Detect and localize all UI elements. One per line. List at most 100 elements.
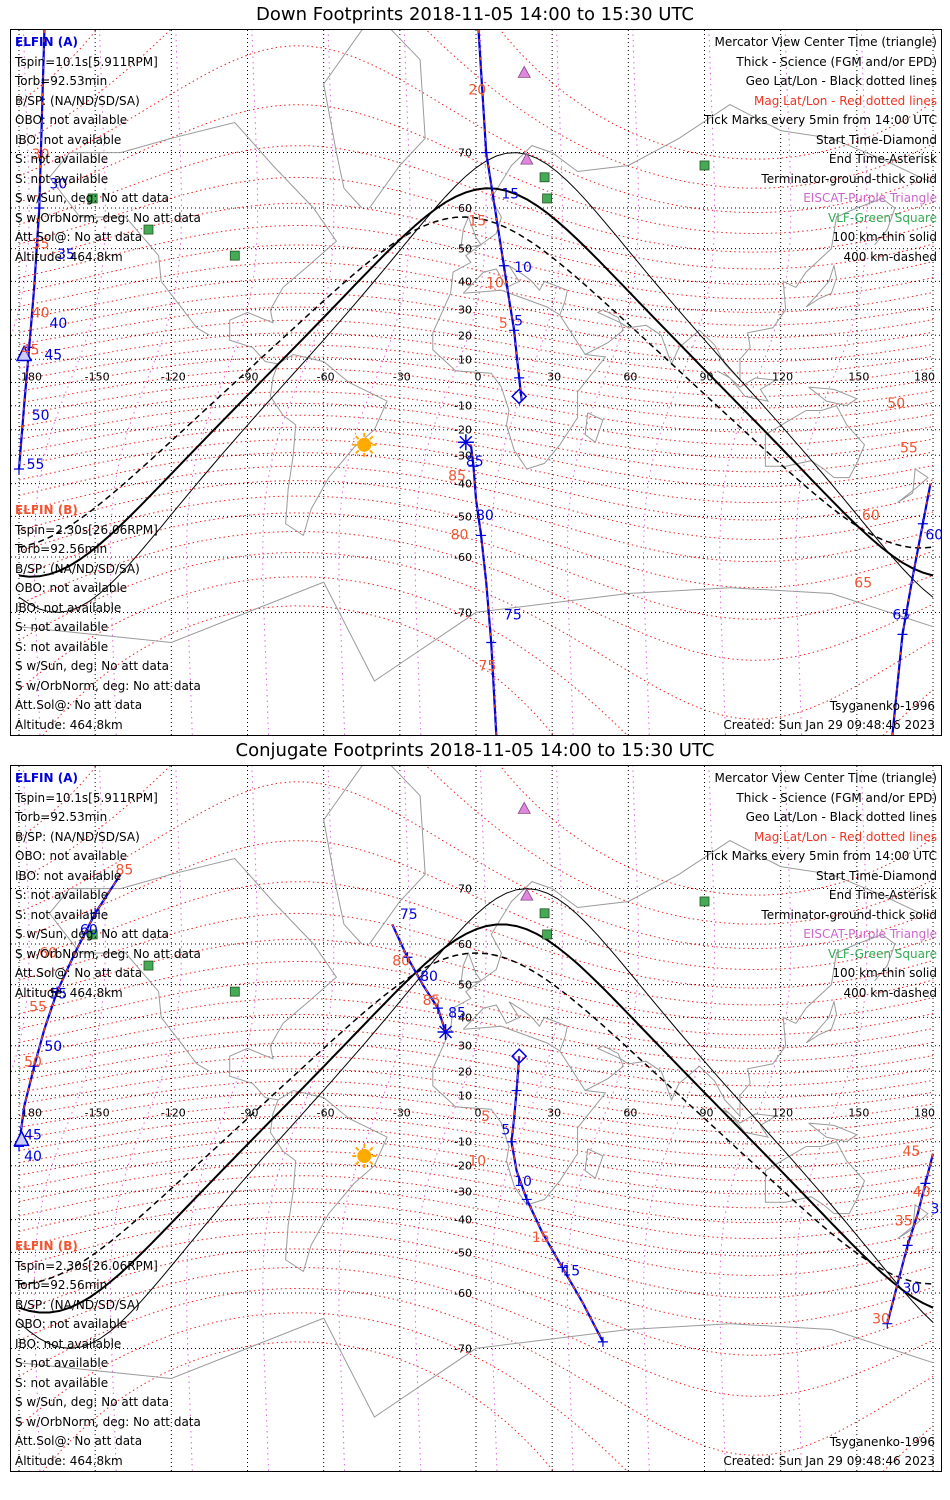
lat-tick-label: 20 xyxy=(458,1065,472,1078)
legend-item: Tick Marks every 5min from 14:00 UTC xyxy=(703,849,937,863)
orbit-time-label: 35 xyxy=(930,1202,941,1218)
legend-item: Geo Lat/Lon - Black dotted lines xyxy=(745,810,937,824)
info-line: Att.Sol@: No att data xyxy=(15,230,143,244)
lon-tick-label: -90 xyxy=(241,1107,259,1120)
track-tick-mark xyxy=(14,464,24,475)
lat-tick-label: -50 xyxy=(454,1246,472,1259)
mag-lat-line xyxy=(18,1028,934,1087)
info-line: Torb=92.56min xyxy=(15,1278,108,1292)
mag-lon-line xyxy=(490,766,563,1471)
mag-lat-line xyxy=(18,368,934,421)
mag-lat-line xyxy=(18,1248,934,1356)
vlf-station-square xyxy=(542,929,552,940)
down-footprints-map: 180 -150 -120 -90 -60 -30 0 30 60 90 120 150 180 -70 -… xyxy=(11,30,941,735)
eiscat-station-triangle xyxy=(520,152,534,165)
info-line: B/SP: (NA/ND/SD/SA) xyxy=(15,561,140,576)
info-line: B/SP: (NA/ND/SD/SA) xyxy=(15,829,140,844)
coastline xyxy=(432,289,607,470)
orbit-time-label: 55 xyxy=(49,986,67,1002)
info-line: Altitude: 464.8km xyxy=(15,717,123,732)
mag-lat-line xyxy=(18,1266,934,1397)
down-footprints-panel: 180 -150 -120 -90 -60 -30 0 30 60 90 120 150 180 -70 -… xyxy=(10,29,942,736)
legend-item: VLF-Green Square xyxy=(828,210,937,225)
sun-ray xyxy=(369,1146,374,1152)
info-line: S w/OrbNorm, deg: No att data xyxy=(15,1414,201,1429)
coastline xyxy=(808,1122,858,1143)
lat-tick-label: -70 xyxy=(454,1342,472,1355)
coastline xyxy=(462,1001,568,1052)
info-line: Torb=92.56min xyxy=(15,542,108,556)
info-line: Tspin=10.1s[5.911RPM] xyxy=(15,790,158,805)
info-line: Torb=92.53min xyxy=(15,810,108,824)
info-line: S: not available xyxy=(15,171,109,186)
orbit-time-label: 75 xyxy=(479,658,497,674)
track-tick-mark xyxy=(24,342,35,353)
mag-lon-line xyxy=(33,30,106,735)
track-tick-mark xyxy=(897,629,908,640)
footprint-track-mag xyxy=(391,924,446,1033)
orbit-time-label: 40 xyxy=(32,306,50,322)
vlf-station-square xyxy=(143,960,154,971)
orbit-time-label: 45 xyxy=(22,343,40,359)
vlf-station-square xyxy=(542,193,552,204)
end-time-asterisk xyxy=(457,434,474,451)
vlf-station-square xyxy=(87,193,98,204)
track-tick-mark xyxy=(481,147,492,158)
terminator-100km-line xyxy=(18,152,934,613)
orbit-time-label: 40 xyxy=(24,1149,42,1165)
orbit-time-label: 65 xyxy=(854,576,872,592)
legend-item: Mag Lat/Lon - Red dotted lines xyxy=(753,93,937,108)
orbit-time-label: 40 xyxy=(49,316,67,332)
info-line: OBO: not available xyxy=(15,1317,128,1331)
footprint-track-mag xyxy=(510,1056,604,1343)
lon-tick-label: -150 xyxy=(85,371,110,384)
orbit-time-label: 60 xyxy=(80,922,98,938)
conjugate-footprints-panel: 180 -150 -120 -90 -60 -30 0 30 60 90 120 150 180 -70 -… xyxy=(10,765,942,1472)
terminator-400km-line xyxy=(18,952,934,1285)
track-tick-mark xyxy=(34,202,45,213)
track-tick-mark xyxy=(476,530,487,541)
mag-lat-line xyxy=(18,997,934,1062)
orbit-time-label: 20 xyxy=(468,83,486,99)
legend-item: Terminator-ground-thick solid xyxy=(761,907,937,922)
info-line: IBO: not available xyxy=(15,600,122,615)
eiscat-station-triangle xyxy=(517,801,531,814)
mag-lat-line xyxy=(18,104,934,235)
lon-tick-label: 30 xyxy=(547,1107,561,1120)
sun-ray xyxy=(355,435,360,440)
vlf-station-square xyxy=(229,250,240,261)
orbit-time-label: 5 xyxy=(501,1123,510,1139)
orbit-time-label: 10 xyxy=(486,275,504,291)
track-tick-mark xyxy=(521,1194,532,1205)
mag-lon-line xyxy=(414,30,487,735)
vlf-station-square xyxy=(539,172,550,183)
coastline xyxy=(18,581,934,682)
created-timestamp: Created: Sun Jan 29 09:48:46 2023 xyxy=(723,718,935,732)
coastline xyxy=(49,176,210,336)
center-time-triangle xyxy=(13,1129,30,1147)
legend-item: 400 km-dashed xyxy=(843,249,937,264)
track-tick-mark xyxy=(90,908,101,919)
info-line: S w/OrbNorm, deg: No att data xyxy=(15,946,201,961)
lat-tick-label: -50 xyxy=(454,510,472,523)
orbit-time-label: 85 xyxy=(466,454,484,470)
orbit-time-label: 65 xyxy=(892,607,910,623)
orbit-time-label: 10 xyxy=(514,1174,532,1190)
coastline xyxy=(18,1317,934,1418)
orbit-time-label: 45 xyxy=(24,1127,42,1143)
orbit-time-label: 10 xyxy=(468,1154,486,1170)
mag-lon-line xyxy=(109,30,182,735)
info-line: Att.Sol@: No att data xyxy=(15,1434,143,1448)
track-tick-mark xyxy=(498,260,509,271)
mag-lat-line xyxy=(18,551,934,720)
orbit-time-label: 85 xyxy=(423,993,441,1009)
track-tick-mark xyxy=(432,1003,443,1014)
coastline xyxy=(897,468,929,504)
track-tick-mark xyxy=(486,637,497,648)
legend-item: EISCAT-Purple Triangle xyxy=(803,927,937,941)
track-tick-mark xyxy=(597,1336,608,1347)
info-line: OBO: not available xyxy=(15,113,128,127)
lat-tick-label: -40 xyxy=(454,478,472,491)
footprint-track-mag xyxy=(18,874,122,1147)
lat-tick-label: 30 xyxy=(458,1040,472,1053)
